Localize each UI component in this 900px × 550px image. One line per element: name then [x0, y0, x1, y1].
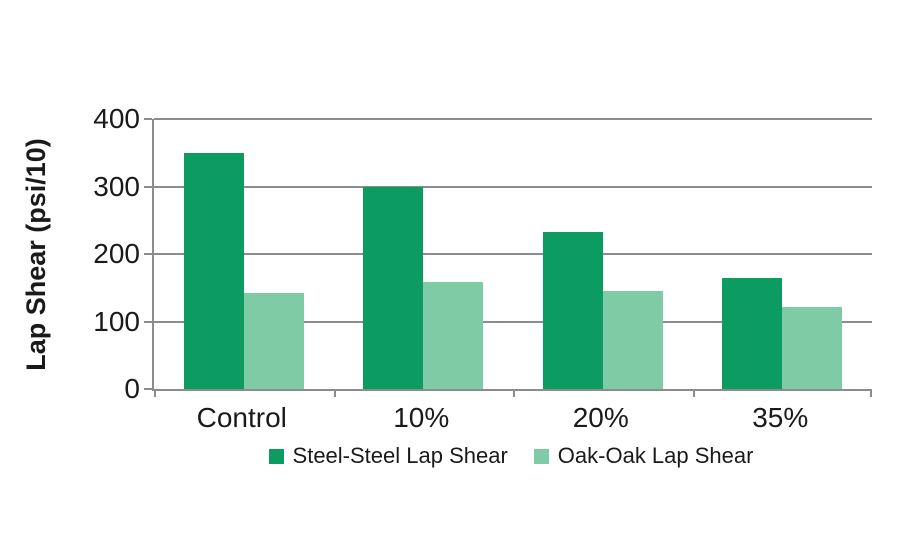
bar-group-control	[154, 119, 334, 389]
bar-oak-oak-lap-shear-1	[243, 293, 304, 389]
bar-group-10-	[334, 119, 514, 389]
y-tick-mark-0	[144, 388, 152, 390]
x-axis-category-labels: Control 10% 20% 35%	[152, 399, 870, 437]
bar-oak-oak-lap-shear-2	[423, 282, 484, 389]
gridline-100	[154, 320, 872, 323]
y-tick-mark-200	[144, 253, 152, 255]
y-tick-label-200: 200	[93, 238, 140, 269]
gridline-200	[154, 253, 872, 255]
gridline-300	[154, 185, 872, 188]
x-tick-mark-4	[870, 389, 872, 397]
y-tick-mark-100	[144, 320, 152, 323]
y-tick-label-0: 0	[124, 373, 140, 404]
bar-steel-steel-lap-shear-2	[363, 186, 424, 389]
y-tick-mark-300	[144, 185, 152, 188]
legend-swatch	[268, 448, 284, 464]
legend-swatch	[533, 448, 549, 464]
legend-label: Oak-Oak Lap Shear	[557, 443, 754, 468]
legend-label: Steel-Steel Lap Shear	[292, 443, 508, 468]
plot-area	[144, 118, 873, 397]
x-category-label: 35%	[752, 402, 809, 433]
legend-item: Steel-Steel Lap Shear	[268, 443, 508, 469]
gridline-400	[154, 118, 872, 120]
bar-steel-steel-lap-shear-1	[183, 152, 244, 389]
x-category-label: 10%	[393, 402, 450, 433]
y-tick-label-100: 100	[93, 305, 140, 337]
x-category-label: 20%	[572, 402, 629, 433]
y-tick-mark-400	[144, 118, 152, 120]
y-tick-label-300: 300	[93, 170, 140, 202]
bar-group-35-	[693, 119, 873, 389]
x-category-label: Control	[196, 402, 287, 433]
y-axis-tick-labels: 0 100 200 300 400	[0, 105, 140, 403]
bar-steel-steel-lap-shear-3	[542, 231, 603, 389]
y-tick-label-400: 400	[93, 103, 140, 134]
legend-item: Oak-Oak Lap Shear	[533, 443, 754, 469]
chart-legend: Steel-Steel Lap Shear Oak-Oak Lap Shear	[152, 441, 870, 471]
bar-oak-oak-lap-shear-3	[602, 291, 663, 389]
x-tick-mark-0	[154, 389, 156, 397]
x-tick-mark-3	[692, 389, 695, 397]
bar-oak-oak-lap-shear-4	[782, 306, 843, 389]
x-tick-mark-1	[333, 389, 336, 397]
bar-group-20-	[513, 119, 693, 389]
bar-steel-steel-lap-shear-4	[722, 277, 783, 389]
x-tick-mark-2	[513, 389, 515, 397]
